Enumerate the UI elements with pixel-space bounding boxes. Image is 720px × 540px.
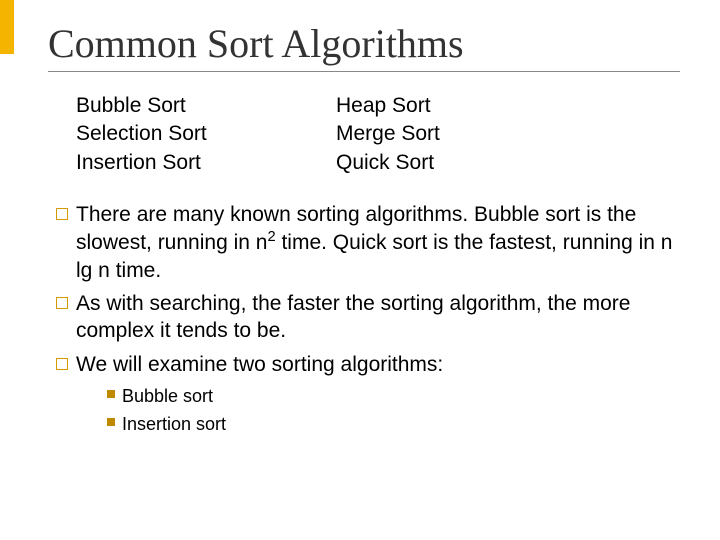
- superscript: 2: [267, 229, 275, 245]
- bullet-text: We will examine two sorting algorithms:: [76, 351, 680, 378]
- bullet-square-icon: [48, 290, 76, 345]
- sub-bullet-text: Bubble sort: [122, 384, 213, 409]
- sort-name: Heap Sort: [336, 92, 680, 120]
- page-title: Common Sort Algorithms: [48, 20, 680, 67]
- sort-name: Quick Sort: [336, 149, 680, 177]
- bullet-list: There are many known sorting algorithms.…: [48, 201, 680, 437]
- slide-content: Common Sort Algorithms Bubble Sort Selec…: [0, 0, 720, 460]
- title-underline: [48, 71, 680, 72]
- sort-name: Selection Sort: [76, 120, 336, 148]
- sub-bullet-list: Bubble sort Insertion sort: [100, 384, 680, 437]
- list-item: Bubble sort: [100, 384, 680, 409]
- bullet-text: There are many known sorting algorithms.…: [76, 201, 680, 284]
- list-item: There are many known sorting algorithms.…: [48, 201, 680, 284]
- column-right: Heap Sort Merge Sort Quick Sort: [336, 92, 680, 177]
- bullet-square-icon: [48, 201, 76, 284]
- sub-bullet-text: Insertion sort: [122, 412, 226, 437]
- bullet-filled-square-icon: [100, 384, 122, 409]
- column-left: Bubble Sort Selection Sort Insertion Sor…: [76, 92, 336, 177]
- list-item: Insertion sort: [100, 412, 680, 437]
- accent-bar: [0, 0, 14, 54]
- list-item: As with searching, the faster the sortin…: [48, 290, 680, 345]
- sort-name: Bubble Sort: [76, 92, 336, 120]
- sort-name: Merge Sort: [336, 120, 680, 148]
- bullet-filled-square-icon: [100, 412, 122, 437]
- sort-name: Insertion Sort: [76, 149, 336, 177]
- list-item: We will examine two sorting algorithms:: [48, 351, 680, 378]
- sort-columns: Bubble Sort Selection Sort Insertion Sor…: [76, 92, 680, 177]
- bullet-square-icon: [48, 351, 76, 378]
- bullet-text: As with searching, the faster the sortin…: [76, 290, 680, 345]
